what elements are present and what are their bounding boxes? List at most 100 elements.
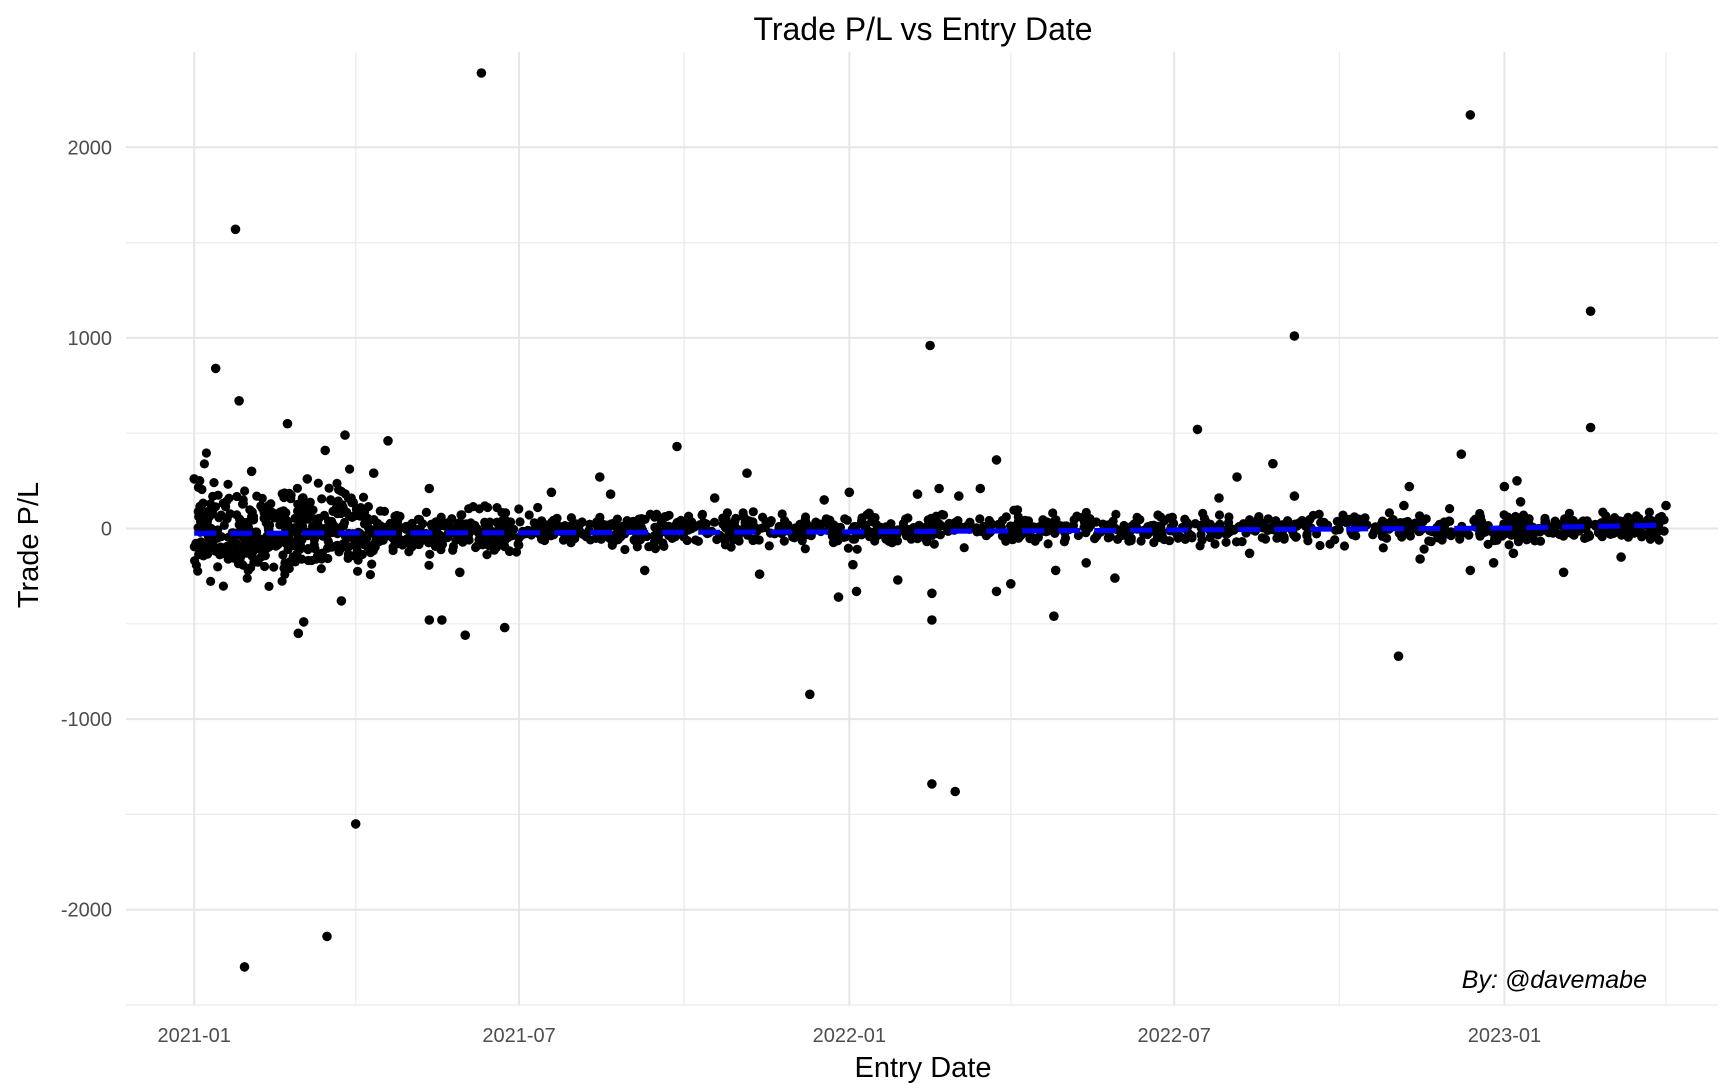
data-point xyxy=(595,472,605,482)
data-point xyxy=(470,524,480,534)
trend-line xyxy=(194,522,1667,536)
data-point xyxy=(925,340,935,351)
data-point xyxy=(533,502,543,513)
data-point xyxy=(612,514,623,524)
data-point xyxy=(1548,528,1558,538)
data-point xyxy=(345,464,355,474)
data-point xyxy=(1661,500,1671,511)
data-point xyxy=(1564,508,1574,518)
data-point xyxy=(245,534,255,545)
data-point xyxy=(218,581,228,591)
data-point xyxy=(709,517,720,527)
data-point xyxy=(694,520,705,530)
data-point xyxy=(672,441,682,452)
data-point xyxy=(1421,514,1431,524)
data-point xyxy=(471,542,481,553)
data-point xyxy=(353,566,363,576)
data-point xyxy=(1291,532,1301,542)
data-point xyxy=(899,526,909,536)
data-point xyxy=(1279,534,1289,544)
data-point xyxy=(476,68,487,78)
data-point xyxy=(241,548,251,558)
data-point xyxy=(1654,535,1664,545)
data-point xyxy=(1424,536,1434,546)
data-point xyxy=(819,495,829,505)
data-point xyxy=(1315,540,1325,551)
data-point xyxy=(199,459,209,469)
data-point xyxy=(1378,516,1388,526)
data-point xyxy=(1265,524,1275,534)
data-point xyxy=(491,543,501,553)
data-point xyxy=(577,517,587,527)
data-point xyxy=(1558,567,1569,578)
data-point xyxy=(288,552,298,562)
data-point xyxy=(1149,537,1159,548)
data-point xyxy=(569,521,579,531)
data-point xyxy=(1518,510,1529,520)
data-point xyxy=(833,592,844,602)
data-point xyxy=(585,519,595,529)
x-tick-label: 2021-07 xyxy=(482,1025,555,1047)
data-point xyxy=(1092,531,1102,541)
data-point xyxy=(269,562,279,572)
data-point xyxy=(1205,519,1215,529)
data-point xyxy=(194,476,205,486)
data-point xyxy=(628,516,638,526)
data-point xyxy=(1325,539,1335,549)
data-point xyxy=(1339,541,1350,551)
data-point xyxy=(1081,558,1091,568)
x-tick-label: 2023-01 xyxy=(1468,1025,1541,1047)
data-point xyxy=(401,524,411,535)
data-point xyxy=(293,628,304,639)
data-point xyxy=(1489,536,1499,546)
data-point xyxy=(424,615,435,625)
data-point xyxy=(340,489,350,499)
data-point xyxy=(540,535,550,546)
data-point xyxy=(777,509,787,519)
data-point xyxy=(385,518,395,528)
data-point xyxy=(276,510,286,520)
data-point xyxy=(436,512,446,522)
data-point xyxy=(514,540,524,550)
data-point xyxy=(800,544,810,554)
data-point xyxy=(298,493,308,503)
data-point xyxy=(208,491,218,501)
data-point xyxy=(230,224,241,235)
data-point xyxy=(1506,530,1516,540)
data-point xyxy=(323,553,333,564)
data-point xyxy=(1623,512,1633,523)
data-point xyxy=(245,505,255,515)
data-point xyxy=(658,538,668,548)
data-point xyxy=(1050,565,1061,576)
data-point xyxy=(1190,519,1200,529)
data-point xyxy=(840,514,850,524)
data-point xyxy=(686,519,696,529)
data-point xyxy=(1257,533,1267,543)
data-point xyxy=(932,522,942,532)
data-point xyxy=(1244,548,1255,559)
data-point xyxy=(1013,505,1023,515)
data-point xyxy=(383,436,393,446)
data-point xyxy=(436,545,446,555)
data-point xyxy=(937,509,947,520)
data-point xyxy=(368,468,379,479)
data-point xyxy=(844,487,855,498)
data-point xyxy=(219,520,229,531)
data-point xyxy=(292,483,302,493)
data-point xyxy=(684,511,694,521)
data-point xyxy=(1214,493,1224,503)
data-point xyxy=(975,483,986,494)
data-point xyxy=(709,493,720,503)
data-point xyxy=(1308,510,1318,520)
data-point xyxy=(1415,554,1425,564)
data-point xyxy=(497,507,507,518)
data-point xyxy=(1345,515,1356,525)
data-point xyxy=(212,533,222,543)
data-point xyxy=(839,532,850,542)
data-point xyxy=(499,622,510,633)
data-point xyxy=(742,468,752,479)
data-point xyxy=(331,503,341,513)
data-point xyxy=(892,536,903,546)
data-point xyxy=(1302,531,1312,541)
